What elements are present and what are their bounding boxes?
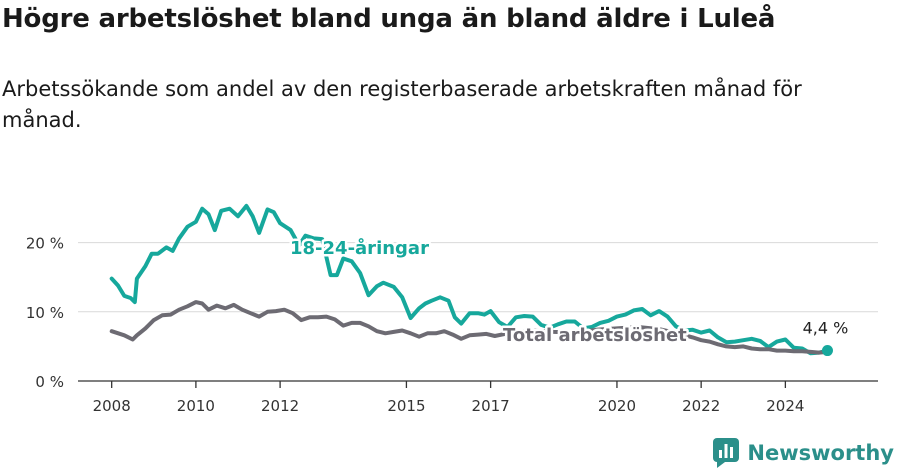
brand-name: Newsworthy: [747, 441, 894, 465]
y-tick-label: 10 %: [26, 304, 64, 322]
chart-subtitle: Arbetssökande som andel av den registerb…: [2, 77, 802, 132]
y-tick-label: 0 %: [35, 373, 64, 391]
series-line-0: [109, 203, 830, 356]
newsworthy-logo-icon: [713, 438, 740, 468]
chart-title: Högre arbetslöshet bland unga än bland ä…: [2, 4, 776, 34]
x-tick-label: 2020: [598, 397, 636, 415]
x-tick-label: 2010: [177, 397, 215, 415]
series-line-1: [109, 300, 830, 355]
brand: Newsworthy: [713, 438, 894, 468]
x-tick-label: 2015: [387, 397, 425, 415]
x-tick-label: 2008: [93, 397, 131, 415]
x-tick-label: 2012: [261, 397, 299, 415]
x-tick-label: 2017: [472, 397, 510, 415]
x-tick-label: 2022: [682, 397, 720, 415]
y-tick-label: 20 %: [26, 235, 64, 253]
x-tick-label: 2024: [766, 397, 804, 415]
end-point-marker: [821, 345, 833, 357]
chart-labels: 18-24-åringar Total arbetslöshet 4,4 %: [288, 235, 849, 357]
end-value-label: 4,4 %: [803, 319, 849, 338]
axes: 0 % 10 % 20 % 2008 2010 2012 2015 2017 2020 2022 2…: [26, 235, 878, 415]
series-lines: [109, 203, 830, 356]
series-label: 18-24-åringar: [290, 237, 429, 259]
series-label: Total arbetslöshet: [503, 325, 687, 346]
